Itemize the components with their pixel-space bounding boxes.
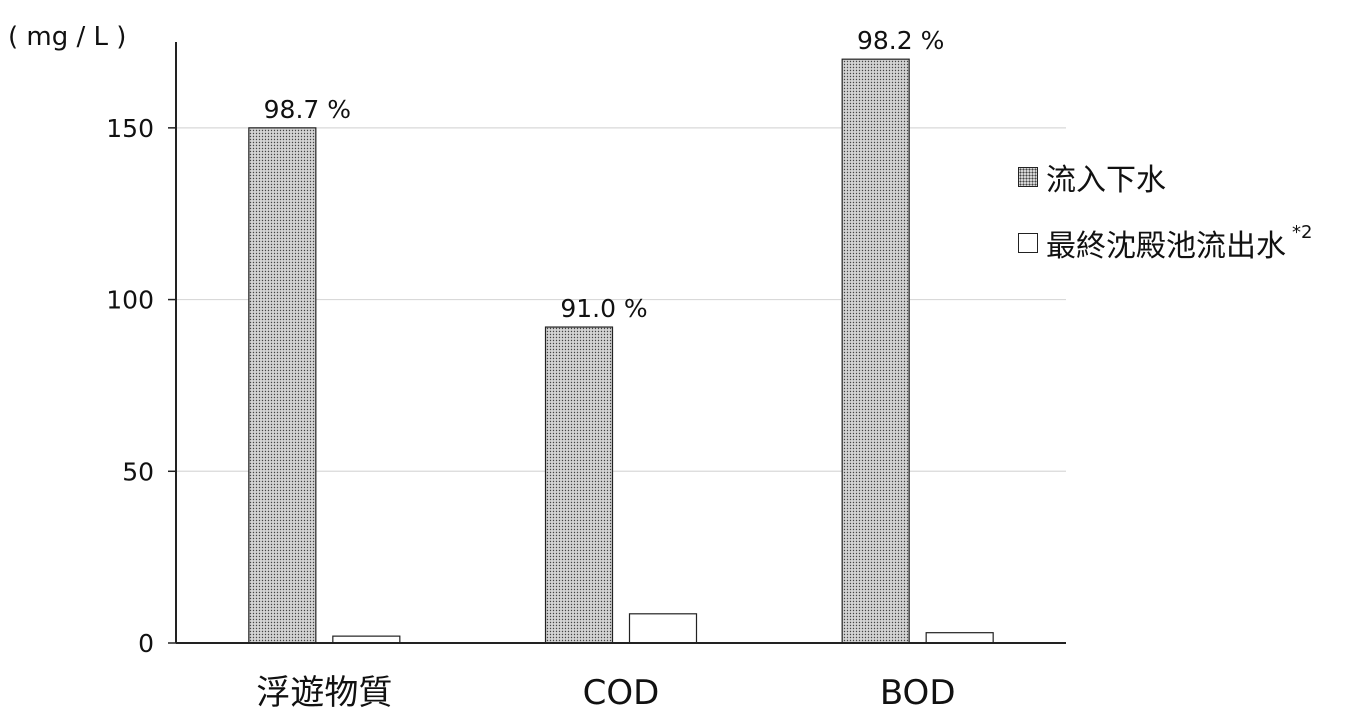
legend: 流入下水 最終沈殿池流出水 *2 bbox=[1018, 160, 1312, 292]
bar-annotation: 98.7 % bbox=[264, 95, 351, 124]
legend-swatch-dotted bbox=[1018, 167, 1038, 187]
legend-footnote-mark: *2 bbox=[1292, 222, 1313, 243]
labels: 0 50 100 150 98.7 % 浮遊物質 91.0 % COD 98.2 % BOD bbox=[106, 26, 955, 713]
legend-swatch-plain bbox=[1018, 233, 1038, 253]
bars bbox=[248, 58, 994, 644]
legend-label-influent: 流入下水 bbox=[1046, 163, 1166, 198]
bar-influent bbox=[248, 127, 317, 644]
legend-label-effluent: 最終沈殿池流出水 bbox=[1046, 229, 1286, 264]
y-axis-unit-label: ( mg / L ) bbox=[8, 22, 127, 52]
bar-effluent bbox=[332, 635, 401, 644]
bar-influent bbox=[841, 58, 910, 644]
bar-influent bbox=[544, 326, 614, 644]
y-tick-label: 150 bbox=[106, 114, 154, 143]
bar-annotation: 91.0 % bbox=[560, 294, 647, 323]
x-category-label: COD bbox=[583, 673, 660, 713]
bar-annotation: 98.2 % bbox=[857, 26, 944, 55]
grid-lines bbox=[176, 127, 1066, 472]
y-tick-label: 100 bbox=[106, 286, 154, 315]
y-tick-label: 0 bbox=[138, 629, 154, 658]
axes bbox=[168, 42, 1066, 644]
bar-effluent bbox=[925, 632, 994, 644]
legend-item-effluent: 最終沈殿池流出水 *2 bbox=[1018, 222, 1312, 264]
x-category-label: BOD bbox=[880, 673, 956, 713]
bar-effluent bbox=[628, 613, 698, 644]
legend-item-influent: 流入下水 bbox=[1018, 160, 1312, 198]
y-tick-label: 50 bbox=[122, 457, 154, 486]
x-category-label: 浮遊物質 bbox=[256, 673, 392, 713]
